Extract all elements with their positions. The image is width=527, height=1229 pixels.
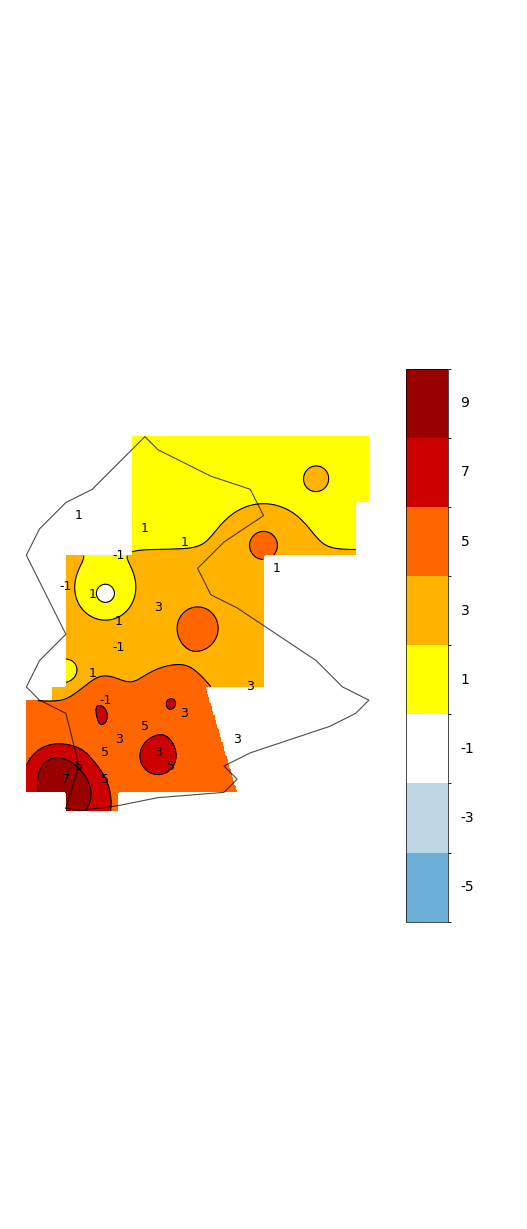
Text: 1: 1 [115,614,122,628]
Text: -5: -5 [461,880,474,895]
Text: 1: 1 [181,536,188,548]
Text: 9: 9 [461,396,470,410]
Text: 5: 5 [101,746,110,760]
Text: 3: 3 [247,681,254,693]
Text: 3: 3 [154,601,162,614]
Text: 5: 5 [141,720,149,732]
Text: -1: -1 [60,580,72,594]
Text: 5: 5 [167,760,175,773]
Text: 3: 3 [233,734,241,746]
Text: -1: -1 [461,742,474,756]
Text: 7: 7 [461,466,470,479]
Text: 3: 3 [181,707,188,720]
Text: 3: 3 [461,603,470,618]
Text: -1: -1 [112,642,125,654]
Text: 7: 7 [62,773,70,785]
Text: 1: 1 [89,589,96,601]
Text: 3: 3 [154,746,162,760]
Text: 5: 5 [461,535,470,548]
Text: 1: 1 [273,562,280,575]
Text: 5: 5 [101,773,110,785]
Text: -1: -1 [99,693,112,707]
Text: 1: 1 [89,667,96,681]
Text: 3: 3 [115,734,122,746]
Text: 1: 1 [75,509,83,522]
Text: 5: 5 [75,760,83,773]
Text: 1: 1 [141,522,149,536]
Text: -1: -1 [112,548,125,562]
Text: 1: 1 [461,672,470,687]
Text: -3: -3 [461,811,474,825]
